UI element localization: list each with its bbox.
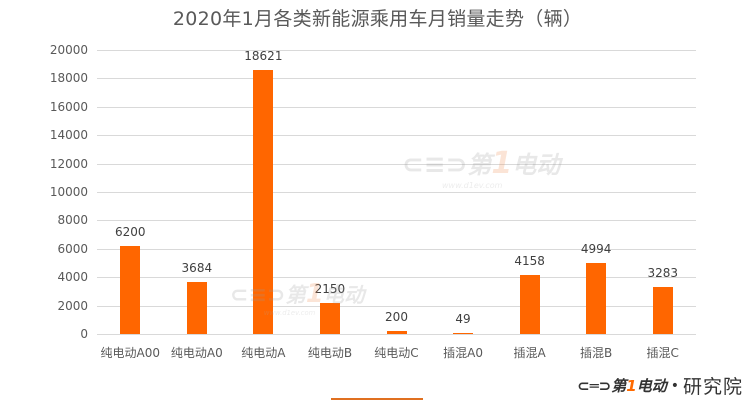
brand-logo: ⊂═⊃第1电动 • 研究院 — [577, 372, 743, 399]
gridline — [97, 107, 696, 108]
data-label: 4994 — [580, 242, 612, 257]
bar[interactable] — [319, 303, 340, 334]
gridline — [97, 192, 696, 193]
data-label: 2150 — [314, 282, 346, 297]
gridline — [97, 50, 696, 51]
x-tick-label: 插混A — [513, 346, 546, 360]
x-tick-label: 纯电动A — [241, 346, 286, 360]
x-tick-label: 纯电动A0 — [170, 346, 223, 360]
gridline — [97, 164, 696, 165]
data-label: 3684 — [181, 260, 213, 275]
y-tick-label: 20000 — [49, 43, 88, 57]
x-tick-label: 纯电动A00 — [100, 346, 160, 360]
x-tick-label: 插混A0 — [443, 346, 483, 360]
gridline — [97, 78, 696, 79]
data-label: 18621 — [244, 48, 283, 63]
gridline — [97, 277, 696, 278]
data-label: 4158 — [514, 253, 545, 268]
chart-title: 2020年1月各类新能源乘用车月销量走势（辆） — [172, 8, 583, 30]
bar[interactable] — [253, 69, 274, 334]
gridline — [97, 334, 696, 335]
separator-dot: • — [670, 377, 679, 394]
bar[interactable] — [120, 245, 141, 334]
gridline — [97, 249, 696, 250]
data-label: 49 — [455, 312, 471, 326]
bar[interactable] — [386, 331, 407, 334]
y-tick-label: 4000 — [57, 270, 88, 284]
gridline — [97, 306, 696, 307]
gridline — [97, 220, 696, 221]
bar[interactable] — [453, 333, 474, 334]
y-tick-label: 12000 — [49, 157, 88, 171]
gridline — [97, 135, 696, 136]
y-tick-label: 6000 — [57, 242, 88, 256]
x-tick-label: 纯电动B — [307, 346, 353, 360]
brand-name: 研究院 — [682, 376, 743, 398]
data-label: 200 — [385, 310, 408, 325]
bar[interactable] — [186, 281, 207, 334]
y-tick-label: 10000 — [49, 185, 88, 199]
car-logo-icon: ⊂═⊃第1电动 — [577, 377, 667, 395]
data-label: 3283 — [647, 266, 678, 281]
y-tick-label: 16000 — [49, 100, 88, 114]
bar[interactable] — [519, 274, 540, 334]
y-tick-label: 0 — [80, 327, 88, 341]
y-tick-label: 18000 — [49, 71, 88, 85]
x-tick-label: 插混C — [646, 346, 679, 360]
x-tick-label: 纯电动C — [374, 346, 419, 360]
y-tick-label: 2000 — [57, 299, 88, 313]
bar[interactable] — [586, 263, 607, 334]
data-label: 6200 — [114, 224, 146, 239]
x-tick-label: 插混B — [580, 346, 613, 360]
y-tick-label: 8000 — [57, 213, 88, 227]
legend-marker — [331, 398, 423, 400]
y-tick-label: 14000 — [49, 128, 88, 142]
bar[interactable] — [652, 287, 673, 334]
